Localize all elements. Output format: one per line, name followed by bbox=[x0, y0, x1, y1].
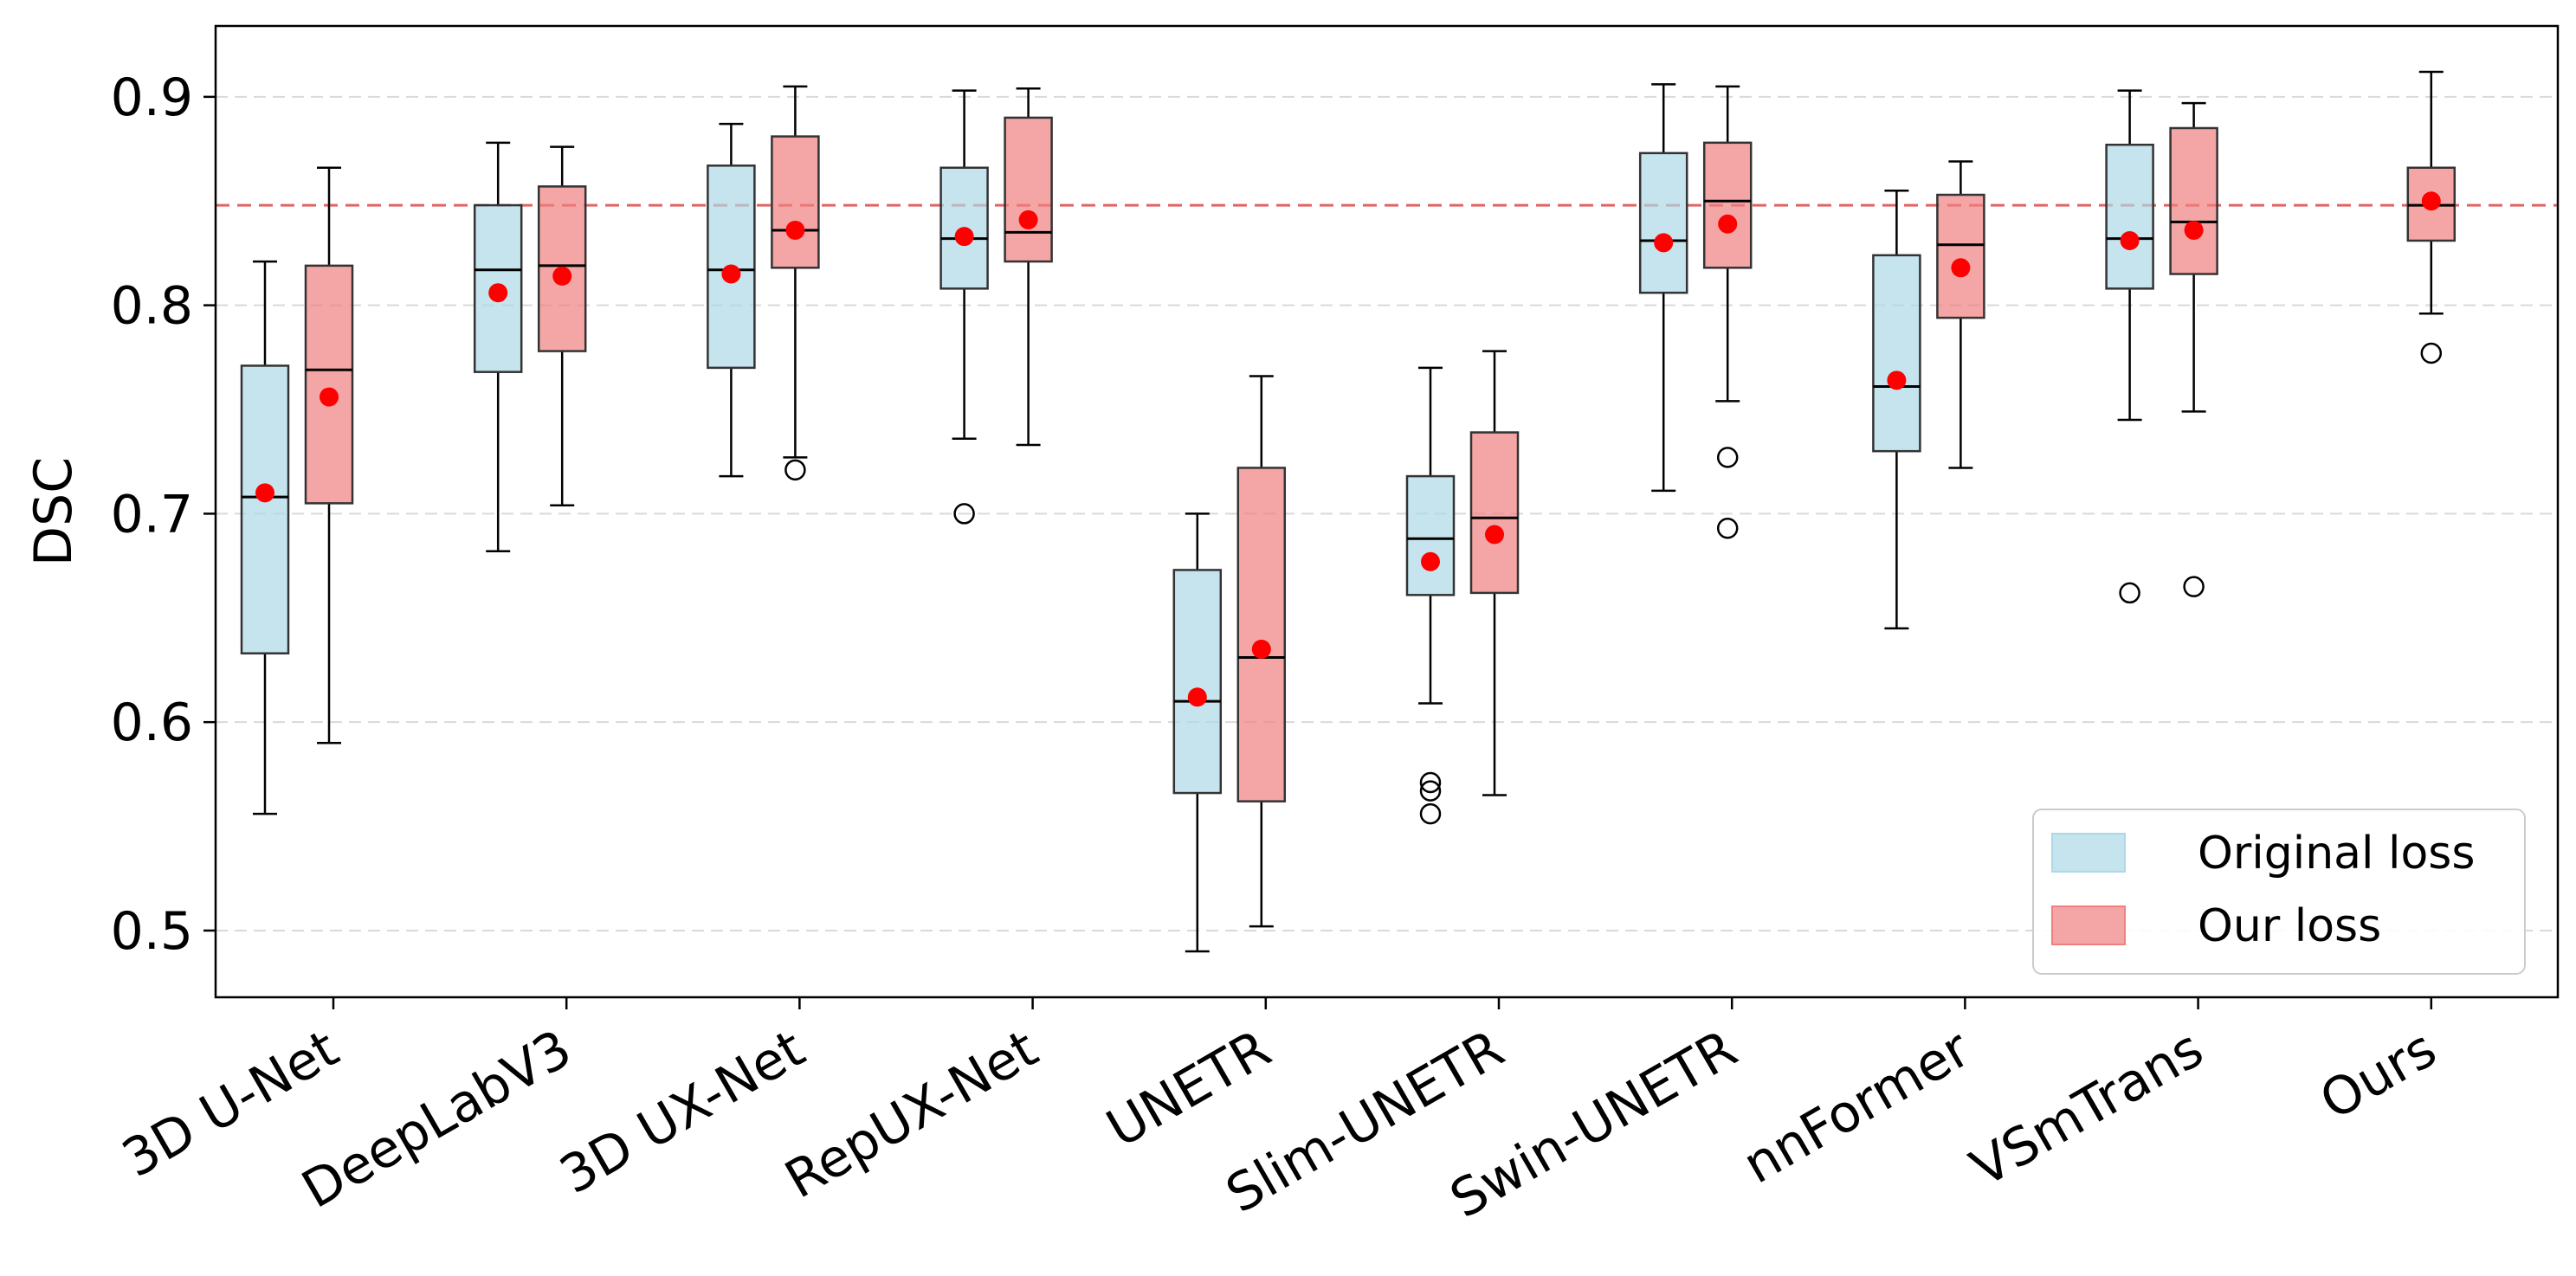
y-tick-label: 0.6 bbox=[111, 693, 193, 753]
outlier-original-loss-slim-unetr bbox=[1419, 780, 1442, 802]
outlier-original-loss-repux-net bbox=[953, 503, 975, 525]
box-original-loss-swin-unetr bbox=[1638, 151, 1688, 294]
outlier-original-loss-slim-unetr bbox=[1419, 771, 1442, 794]
y-tick-label: 0.8 bbox=[111, 276, 193, 337]
box-our-loss-slim-unetr bbox=[1469, 431, 1520, 595]
x-tick-label-unetr: UNETR bbox=[1097, 1018, 1282, 1159]
mean-our-loss-unetr bbox=[1251, 639, 1271, 659]
x-tick-label-ours: Ours bbox=[2310, 1018, 2446, 1131]
mean-original-loss-vsmtrans bbox=[2120, 230, 2140, 250]
box-original-loss-slim-unetr bbox=[1405, 474, 1456, 596]
mean-our-loss-vsmtrans bbox=[2184, 220, 2204, 240]
mean-original-loss-repux-net bbox=[954, 227, 974, 247]
mean-our-loss-nnformer bbox=[1951, 258, 1971, 278]
means-layer bbox=[255, 191, 2441, 707]
x-tick-label-repux-net: RepUX-Net bbox=[775, 1018, 1048, 1210]
box-original-loss-3d-u-net bbox=[240, 364, 290, 654]
y-axis-label: DSC bbox=[23, 457, 84, 566]
mean-original-loss-unetr bbox=[1187, 687, 1207, 707]
mean-original-loss-slim-unetr bbox=[1421, 551, 1440, 571]
box-original-loss-vsmtrans bbox=[2105, 143, 2154, 290]
mean-our-loss-deeplabv3 bbox=[552, 266, 572, 286]
legend: Original loss Our loss bbox=[2032, 809, 2526, 975]
mean-our-loss-repux-net bbox=[1018, 209, 1038, 229]
outlier-our-loss-vsmtrans bbox=[2183, 576, 2205, 597]
x-tick-label-nnformer: nnFormer bbox=[1733, 1018, 1980, 1195]
x-tick-label-3d-ux-net: 3D UX-Net bbox=[550, 1018, 815, 1206]
legend-swatch-original-loss bbox=[2051, 833, 2126, 873]
y-tick-label: 0.7 bbox=[111, 484, 193, 545]
legend-label-original-loss: Original loss bbox=[2198, 828, 2475, 880]
mean-original-loss-3d-ux-net bbox=[721, 264, 741, 284]
box-our-loss-swin-unetr bbox=[1702, 141, 1753, 269]
legend-frame bbox=[2032, 809, 2526, 975]
mean-original-loss-3d-u-net bbox=[255, 483, 274, 503]
legend-swatch-our-loss bbox=[2051, 905, 2126, 945]
box-our-loss-3d-u-net bbox=[304, 264, 354, 505]
mean-our-loss-slim-unetr bbox=[1485, 525, 1504, 545]
box-our-loss-nnformer bbox=[1936, 193, 1985, 319]
legend-label-our-loss: Our loss bbox=[2198, 900, 2381, 952]
boxes-layer bbox=[240, 70, 2457, 953]
mean-our-loss-3d-u-net bbox=[320, 387, 339, 407]
mean-our-loss-swin-unetr bbox=[1718, 214, 1738, 234]
outlier-our-loss-3d-ux-net bbox=[784, 459, 806, 481]
outlier-original-loss-slim-unetr bbox=[1419, 802, 1442, 825]
mean-our-loss-3d-ux-net bbox=[785, 220, 805, 240]
box-our-loss-vsmtrans bbox=[2169, 126, 2218, 275]
box-our-loss-unetr bbox=[1236, 467, 1287, 802]
x-tick-label-vsmtrans: VSmTrans bbox=[1961, 1018, 2213, 1199]
outlier-our-loss-ours bbox=[2420, 342, 2443, 364]
box-original-loss-nnformer bbox=[1872, 254, 1921, 453]
mean-original-loss-nnformer bbox=[1887, 371, 1907, 390]
plot-frame bbox=[214, 24, 2560, 999]
outlier-our-loss-swin-unetr bbox=[1716, 447, 1739, 468]
outlier-our-loss-swin-unetr bbox=[1716, 518, 1739, 539]
box-original-loss-unetr bbox=[1172, 569, 1223, 795]
y-axis: 0.5 0.6 0.7 0.8 0.9 bbox=[111, 68, 216, 962]
y-tick-label: 0.9 bbox=[111, 68, 193, 128]
box-our-loss-repux-net bbox=[1004, 116, 1053, 263]
outlier-original-loss-vsmtrans bbox=[2119, 582, 2140, 604]
box-our-loss-3d-ux-net bbox=[771, 135, 820, 269]
mean-our-loss-ours bbox=[2421, 191, 2441, 211]
y-tick-label: 0.5 bbox=[111, 901, 193, 962]
mean-original-loss-swin-unetr bbox=[1654, 233, 1674, 253]
mean-original-loss-deeplabv3 bbox=[488, 283, 508, 303]
